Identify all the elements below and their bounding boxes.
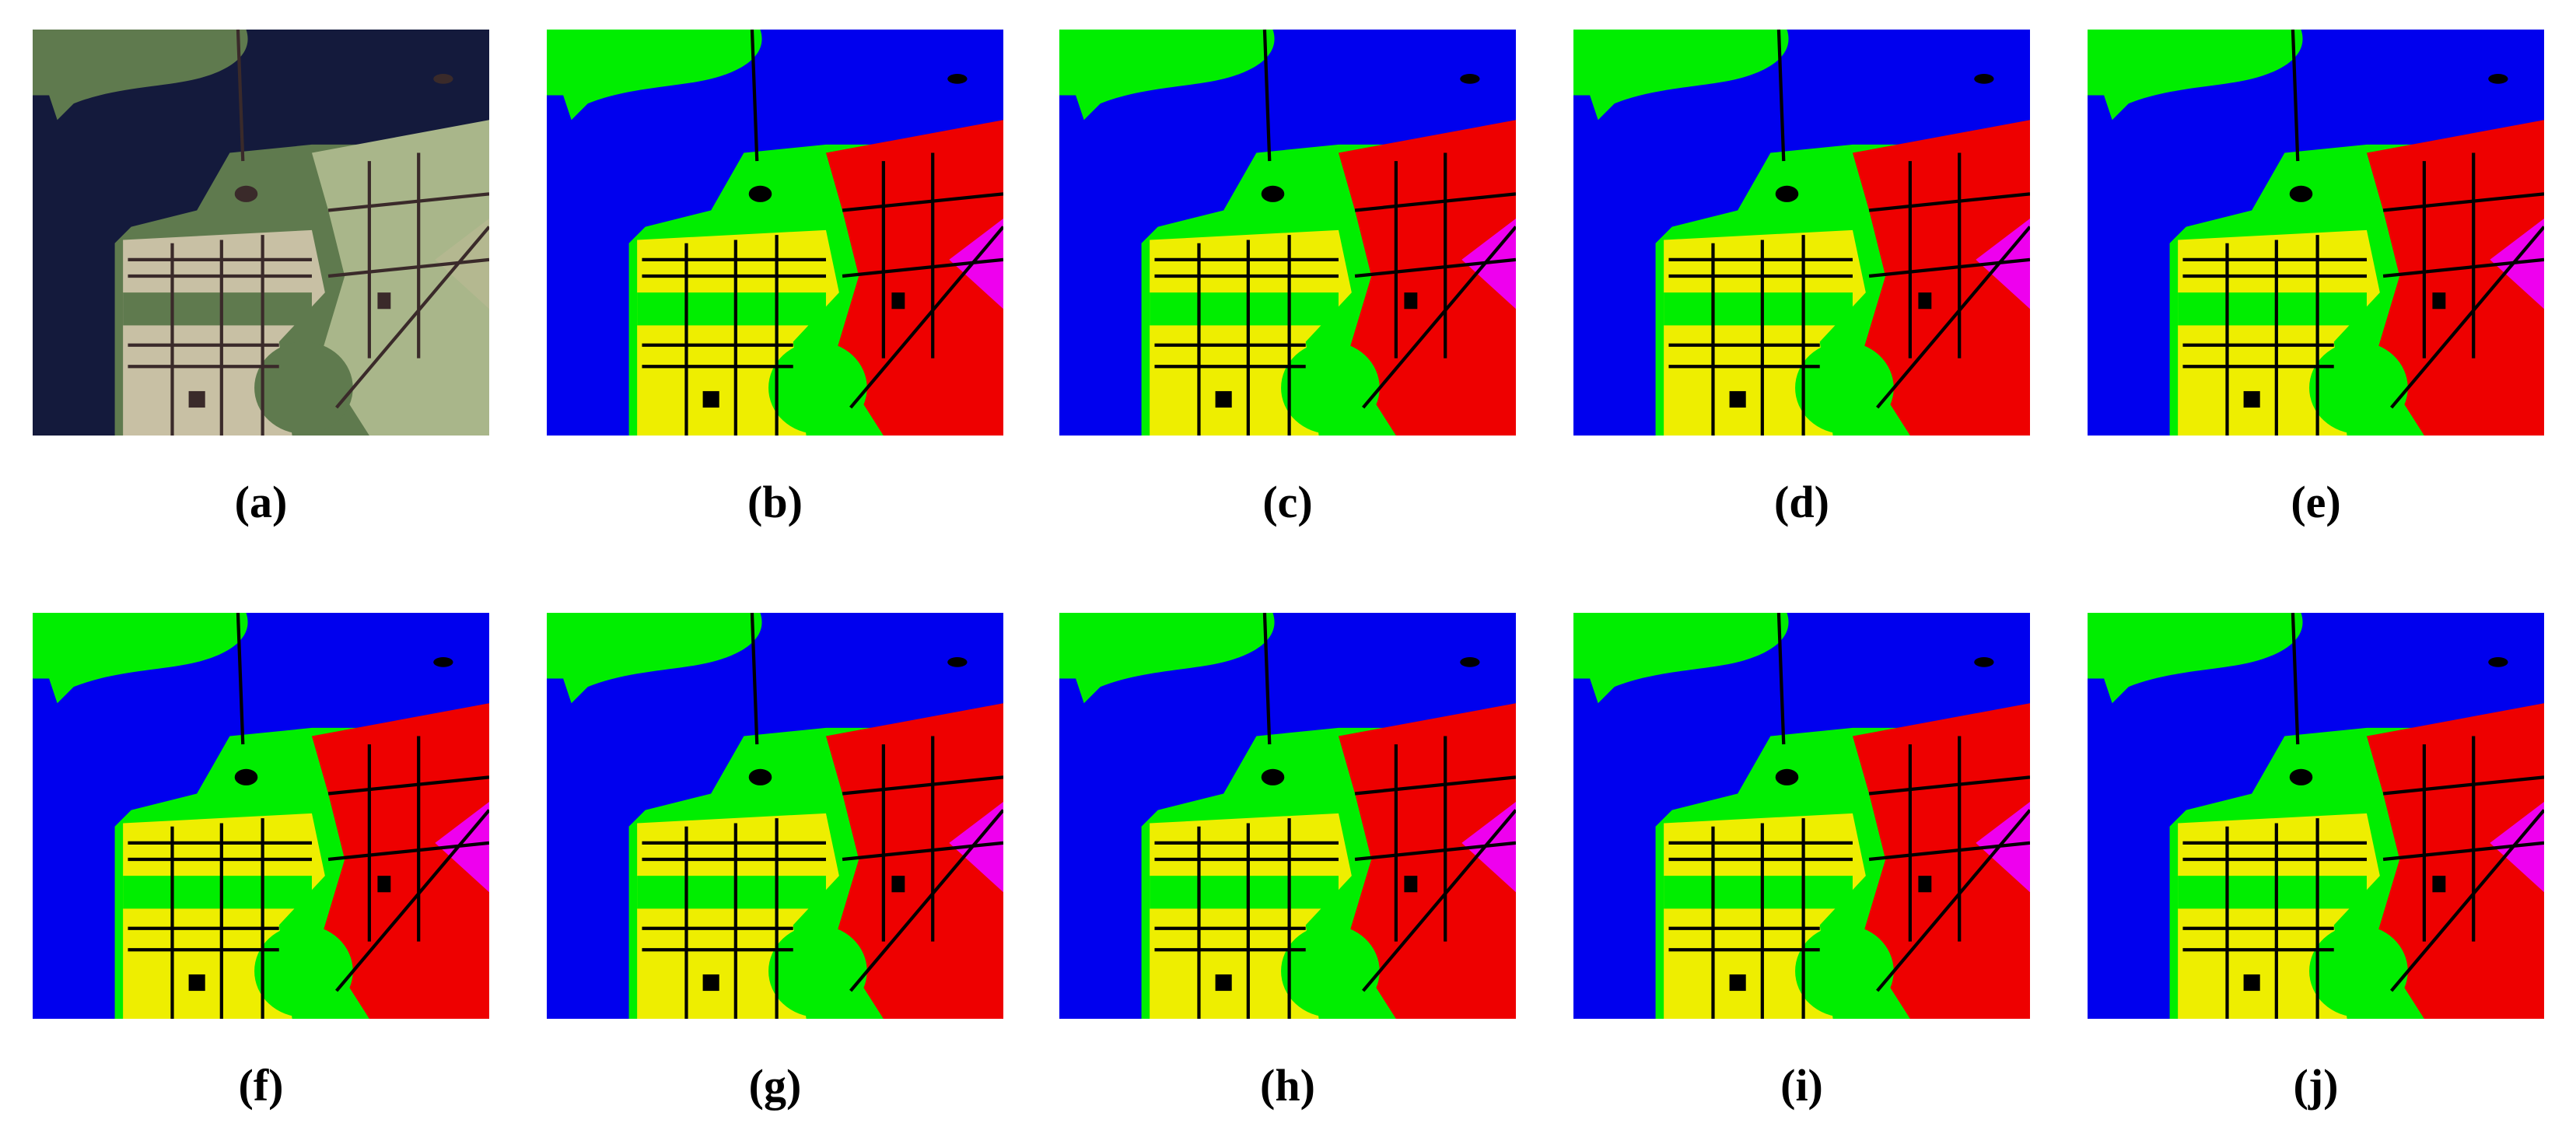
panel: (e): [2088, 30, 2544, 528]
panel-label: (h): [1260, 1060, 1315, 1111]
classification-map: [1059, 30, 1516, 436]
panel: (a): [33, 30, 489, 528]
panel: (g): [547, 613, 1003, 1111]
panel-label: (d): [1774, 477, 1829, 527]
classification-map: [547, 613, 1003, 1019]
classification-map: [2088, 613, 2544, 1019]
classification-map: [1573, 613, 2030, 1019]
classification-map: [33, 613, 489, 1019]
classification-map: [1059, 613, 1516, 1019]
panel: (b): [547, 30, 1003, 528]
panel: (j): [2088, 613, 2544, 1111]
classification-map: [1573, 30, 2030, 436]
panel-label: (a): [234, 477, 288, 527]
panel: (h): [1059, 613, 1516, 1111]
classification-map: [547, 30, 1003, 436]
panel: (d): [1573, 30, 2030, 528]
panel: (i): [1573, 613, 2030, 1111]
panel-label: (c): [1262, 477, 1313, 527]
panel: (f): [33, 613, 489, 1111]
sar-image: [33, 30, 489, 436]
panel-label: (f): [238, 1060, 284, 1111]
classification-map: [2088, 30, 2544, 436]
panel-label: (j): [2293, 1060, 2339, 1111]
panel-label: (g): [748, 1060, 802, 1111]
panel-label: (b): [747, 477, 803, 527]
panel: (c): [1059, 30, 1516, 528]
panel-label: (e): [2291, 477, 2341, 527]
panel-label: (i): [1780, 1060, 1823, 1111]
